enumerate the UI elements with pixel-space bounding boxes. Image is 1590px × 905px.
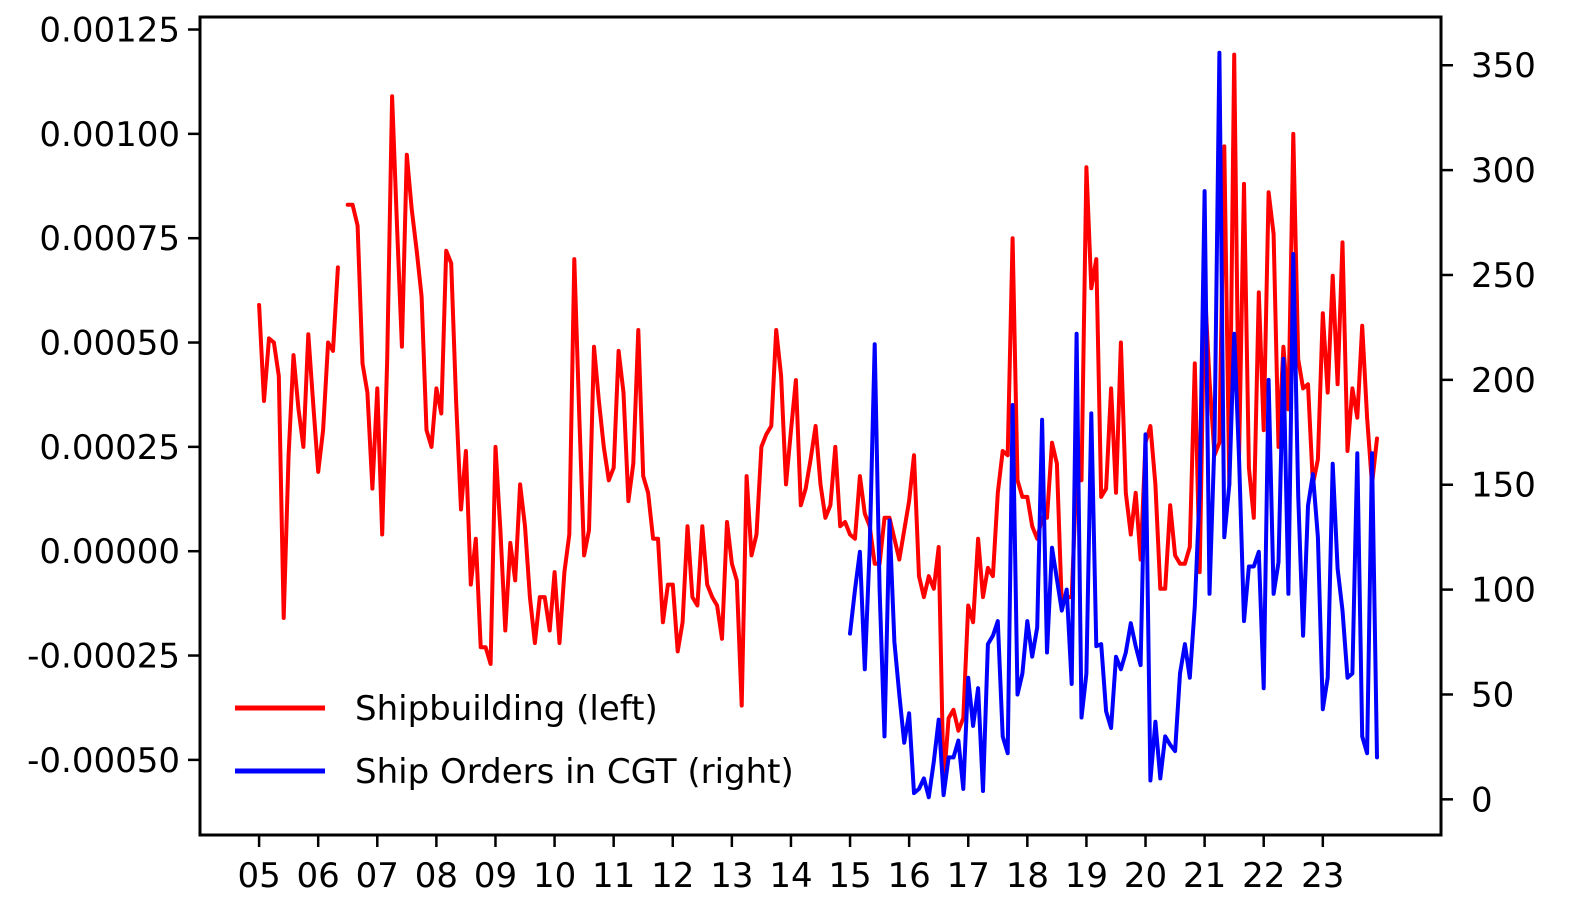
right-tick-label: 150 <box>1471 466 1536 506</box>
plot-area-frame <box>198 15 1443 837</box>
x-tick-label: 20 <box>1124 856 1167 896</box>
left-tick-label: 0.00100 <box>39 115 180 155</box>
ship-orders-series-line <box>848 50 1379 800</box>
x-tick-label: 19 <box>1065 856 1108 896</box>
x-tick-label: 13 <box>710 856 753 896</box>
left-tick-label: 0.00125 <box>39 11 180 51</box>
x-axis: 05 06 07 08 09 10 11 12 13 14 15 16 17 18 19 20 21 22 23 <box>237 835 1344 896</box>
right-tick-label: 0 <box>1471 780 1493 820</box>
x-tick-label: 22 <box>1242 856 1285 896</box>
legend: Shipbuilding (left) Ship Orders in CGT (r… <box>235 689 794 792</box>
left-tick-label: 0.00050 <box>39 324 180 364</box>
left-tick-label: -0.00050 <box>27 741 180 781</box>
x-tick-label: 15 <box>828 856 871 896</box>
right-tick-label: 100 <box>1471 571 1536 611</box>
left-tick-label: 0.00075 <box>39 219 180 259</box>
series-layer <box>257 50 1379 800</box>
x-tick-label: 21 <box>1183 856 1226 896</box>
x-tick-label: 08 <box>415 856 458 896</box>
x-tick-label: 17 <box>947 856 990 896</box>
left-axis: 0.00125 0.00100 0.00075 0.00050 0.00025 0.000… <box>27 11 200 781</box>
left-tick-label: -0.00025 <box>27 637 180 677</box>
x-tick-label: 23 <box>1301 856 1344 896</box>
legend-label: Shipbuilding (left) <box>355 689 658 729</box>
legend-label: Ship Orders in CGT (right) <box>355 752 794 792</box>
x-tick-label: 14 <box>769 856 812 896</box>
x-tick-label: 05 <box>237 856 280 896</box>
right-tick-label: 250 <box>1471 256 1536 296</box>
right-tick-label: 350 <box>1471 46 1536 86</box>
x-tick-label: 18 <box>1006 856 1049 896</box>
x-tick-label: 09 <box>474 856 517 896</box>
right-tick-label: 50 <box>1471 675 1514 715</box>
shipbuilding-series-line <box>257 265 340 620</box>
right-tick-label: 300 <box>1471 151 1536 191</box>
x-tick-label: 16 <box>888 856 931 896</box>
right-axis: 350 300 250 200 150 100 50 0 <box>1441 46 1536 820</box>
left-tick-label: 0.00000 <box>39 532 180 572</box>
x-tick-label: 06 <box>297 856 340 896</box>
left-tick-label: 0.00025 <box>39 428 180 468</box>
right-tick-label: 200 <box>1471 361 1536 401</box>
x-tick-label: 10 <box>533 856 576 896</box>
x-tick-label: 11 <box>592 856 635 896</box>
x-tick-label: 12 <box>651 856 694 896</box>
x-tick-label: 07 <box>356 856 399 896</box>
